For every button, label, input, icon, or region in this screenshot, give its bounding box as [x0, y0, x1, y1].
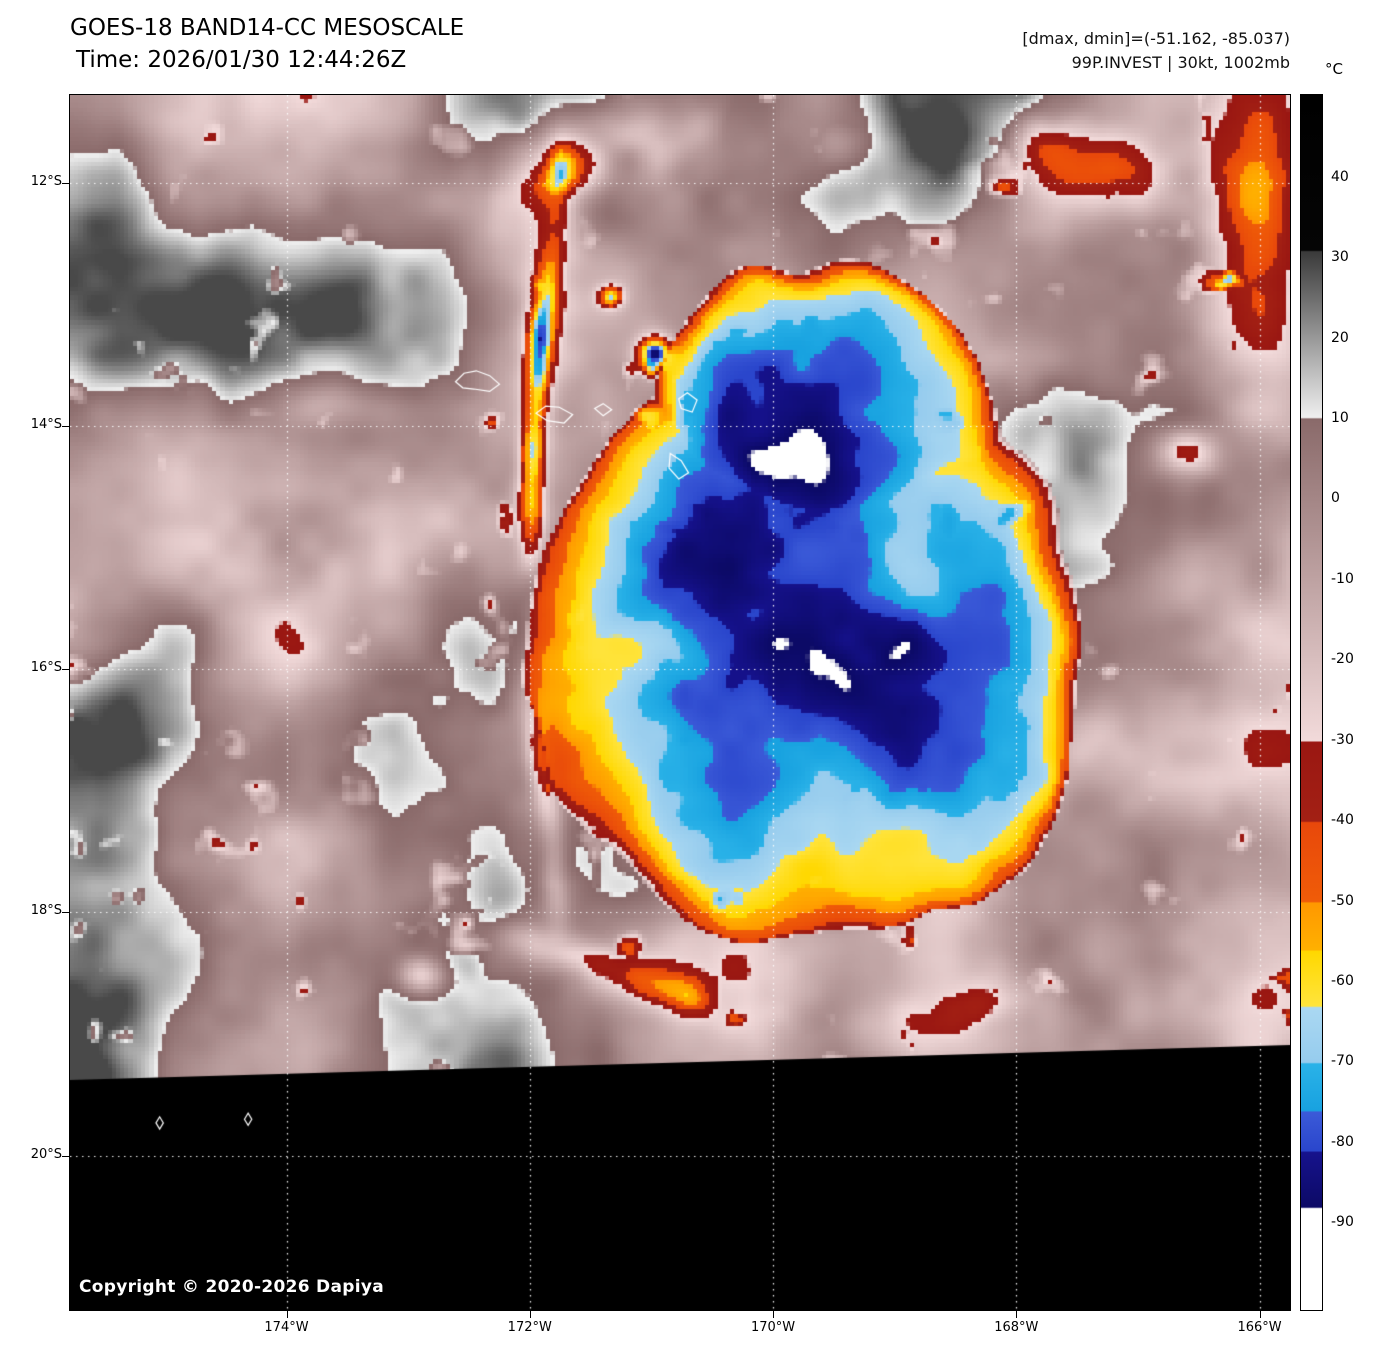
dmax-dmin-readout: [dmax, dmin]=(-51.162, -85.037)	[1022, 29, 1290, 48]
lat-tick-label: 16°S	[30, 660, 62, 676]
lon-tick-label: 166°W	[1237, 1320, 1282, 1335]
colorbar-tick-label: -50	[1331, 892, 1354, 909]
copyright-label: Copyright © 2020-2026 Dapiya	[79, 1277, 384, 1297]
lat-tick-label: 12°S	[30, 173, 62, 189]
colorbar-tick-label: 20	[1331, 329, 1349, 346]
colorbar-tick-label: -10	[1331, 570, 1354, 587]
lon-tick-label: 168°W	[994, 1320, 1039, 1335]
lat-tick-mark	[62, 182, 69, 184]
colorbar-tick-label: -70	[1331, 1053, 1354, 1070]
lon-tick-mark	[286, 1311, 288, 1318]
lon-tick-label: 174°W	[264, 1320, 309, 1335]
colorbar-tick-label: 0	[1331, 490, 1340, 507]
colorbar-tick-label: -60	[1331, 972, 1354, 989]
colorbar-tick-label: 40	[1331, 168, 1349, 185]
lat-tick-mark	[62, 669, 69, 671]
lat-tick-label: 20°S	[30, 1146, 62, 1162]
colorbar-tick-label: -40	[1331, 812, 1354, 829]
map-frame: Copyright © 2020-2026 Dapiya	[69, 94, 1291, 1311]
lon-tick-mark	[773, 1311, 775, 1318]
product-title: GOES-18 BAND14-CC MESOSCALE	[70, 15, 465, 41]
satellite-ir-image	[70, 95, 1290, 1310]
lat-tick-label: 18°S	[30, 903, 62, 919]
lon-tick-mark	[1016, 1311, 1018, 1318]
colorbar-tick-label: -20	[1331, 651, 1354, 668]
storm-info-readout: 99P.INVEST | 30kt, 1002mb	[1071, 53, 1290, 72]
colorbar-tick-label: 30	[1331, 249, 1349, 266]
colorbar-tick-label: -80	[1331, 1133, 1354, 1150]
colorbar-unit-label: °C	[1325, 60, 1343, 78]
lat-tick-mark	[62, 912, 69, 914]
lon-tick-label: 172°W	[507, 1320, 552, 1335]
lat-tick-mark	[62, 1155, 69, 1157]
lat-tick-mark	[62, 425, 69, 427]
temperature-colorbar	[1300, 94, 1323, 1311]
header-left: GOES-18 BAND14-CC MESOSCALE Time: 2026/0…	[70, 13, 464, 76]
lat-tick-label: 14°S	[30, 416, 62, 432]
lon-tick-mark	[1259, 1311, 1261, 1318]
lon-tick-label: 170°W	[750, 1320, 796, 1335]
colorbar-tick-label: -30	[1331, 731, 1354, 748]
colorbar-tick-label: -90	[1331, 1214, 1354, 1231]
colorbar-tick-label: 10	[1331, 410, 1349, 427]
header-right: [dmax, dmin]=(-51.162, -85.037) 99P.INVE…	[1022, 27, 1290, 75]
lon-tick-mark	[529, 1311, 531, 1318]
product-timestamp: Time: 2026/01/30 12:44:26Z	[76, 46, 407, 73]
